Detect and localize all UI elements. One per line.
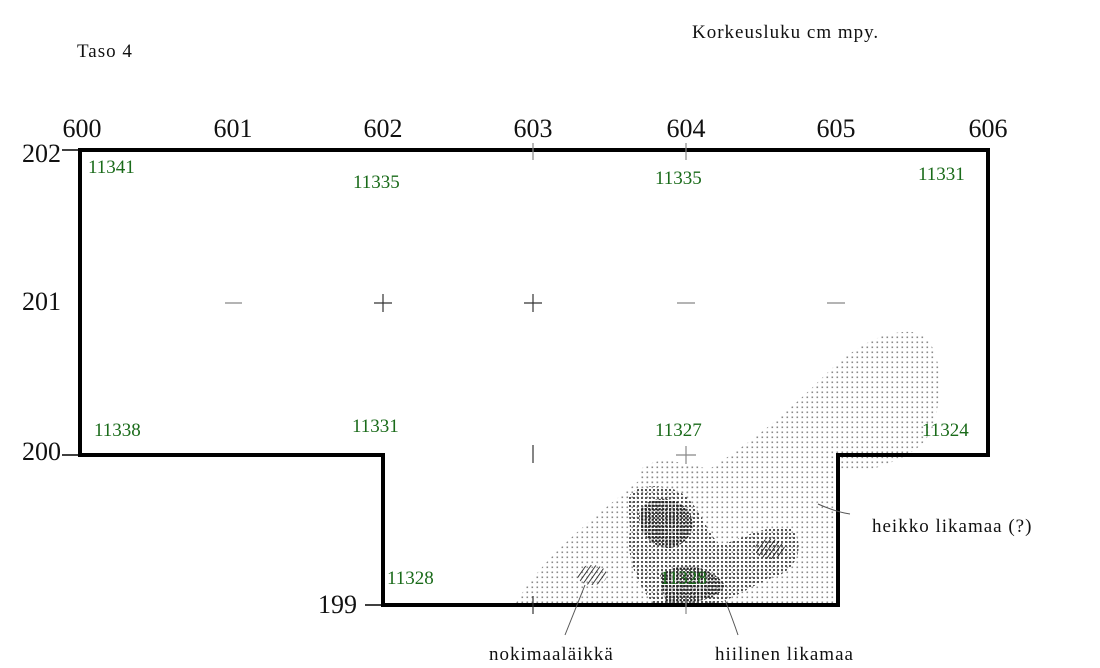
x-label-606: 606: [969, 114, 1008, 143]
x-label-603: 603: [514, 114, 553, 143]
x-label-604: 604: [667, 114, 706, 143]
y-label-202: 202: [22, 139, 61, 168]
soot-spot-area: [577, 539, 785, 585]
elevation-604-199: 11328: [660, 568, 707, 589]
elevation-602-202: 11335: [353, 172, 400, 193]
grid-markers: [225, 143, 845, 614]
y-label-199: 199: [318, 590, 357, 619]
annotation-charcoal-soil: hiilinen likamaa: [715, 644, 854, 665]
y-label-200: 200: [22, 437, 61, 466]
annotation-weak-soil: heikko likamaa (?): [872, 516, 1032, 537]
leader-lines: [564, 503, 851, 636]
elevation-606-202: 11331: [918, 164, 965, 185]
x-label-600: 600: [63, 114, 102, 143]
x-label-601: 601: [214, 114, 253, 143]
elevation-604-200: 11327: [655, 420, 702, 441]
x-label-602: 602: [364, 114, 403, 143]
y-label-201: 201: [22, 287, 61, 316]
elevation-600-200: 11338: [94, 420, 141, 441]
elevation-602-200: 11331: [352, 416, 399, 437]
legend-title: Korkeusluku cm mpy.: [692, 22, 879, 43]
elevation-604-202: 11335: [655, 168, 702, 189]
axis-ticks: [62, 149, 383, 606]
annotation-soot-spot: nokimaaläikkä: [489, 644, 614, 665]
elevation-606-200: 11324: [922, 420, 969, 441]
elevation-600-202: 11341: [88, 157, 135, 178]
level-label: Taso 4: [77, 41, 133, 62]
charcoal-soil-area: [628, 486, 799, 605]
trench-outline: [78, 148, 990, 607]
elevation-602-199: 11328: [387, 568, 434, 589]
x-label-605: 605: [817, 114, 856, 143]
